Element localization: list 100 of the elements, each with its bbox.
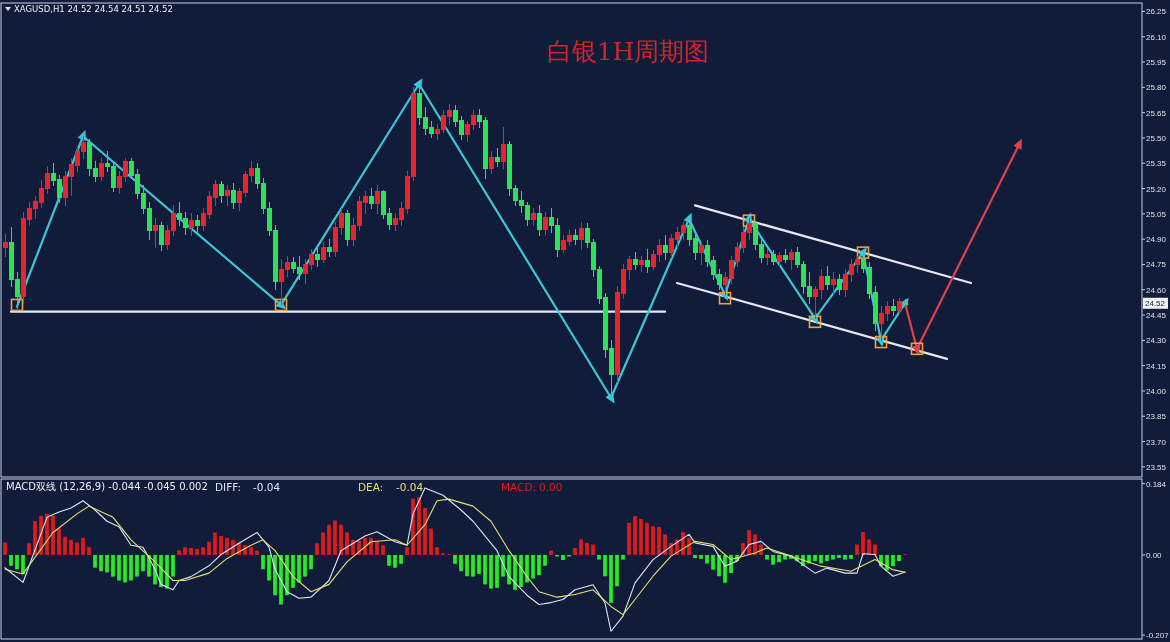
bar [369, 537, 373, 555]
bar [75, 542, 79, 555]
bar [51, 515, 55, 555]
candlestick [632, 251, 639, 271]
candlestick [638, 254, 645, 273]
bar [825, 554, 829, 562]
bar [561, 554, 565, 560]
bar [87, 547, 91, 555]
y-tick-label: 24.75 [1146, 260, 1167, 270]
bar [9, 554, 13, 566]
bar [783, 554, 787, 560]
bar [105, 554, 109, 573]
bar [399, 554, 403, 564]
bar [171, 554, 175, 577]
bar [459, 554, 463, 572]
bar [717, 554, 721, 577]
bar [603, 554, 607, 577]
candlestick [578, 221, 585, 251]
y-tick-label: 24.00 [1146, 386, 1167, 396]
bar [549, 550, 553, 555]
bar [291, 554, 295, 588]
annotation: -0.04 [396, 481, 424, 493]
y-tick-label: 25.50 [1146, 133, 1167, 143]
bar [645, 522, 649, 555]
bar [519, 554, 523, 588]
candlestick [662, 234, 669, 261]
point [10, 298, 24, 312]
bar [873, 544, 877, 555]
bar [699, 554, 703, 559]
bar [123, 554, 127, 583]
candlestick [314, 246, 321, 268]
candlestick [896, 297, 903, 315]
bar [405, 547, 409, 555]
bar [777, 554, 781, 563]
text: MACD: [501, 481, 537, 493]
candlestick [788, 248, 795, 271]
bar [285, 554, 289, 596]
candlestick [764, 248, 771, 266]
y-tick-label: 25.95 [1146, 58, 1167, 68]
bar [891, 554, 895, 567]
candlestick [494, 146, 501, 168]
bar [831, 554, 835, 560]
bar [591, 544, 595, 555]
y-tick-label: 24.30 [1146, 336, 1167, 346]
bar [165, 554, 169, 589]
bar [765, 554, 769, 560]
bar [615, 554, 619, 587]
candlestick [536, 204, 543, 237]
candlestick [326, 237, 333, 258]
bar [483, 554, 487, 585]
bar [345, 532, 349, 555]
bar [183, 547, 187, 555]
bar [429, 528, 433, 555]
y-tick-label: 25.35 [1146, 159, 1167, 169]
bar [633, 516, 637, 555]
bar [333, 520, 337, 555]
bar [651, 526, 655, 555]
bar [135, 554, 139, 577]
candlestick [224, 183, 231, 207]
text: DIFF: [215, 481, 241, 493]
y-tick-label: -0.207 [1146, 631, 1170, 641]
bar [693, 554, 697, 559]
y-tick-label: 24.90 [1146, 235, 1167, 245]
bar [351, 539, 355, 555]
bar [375, 541, 379, 555]
bar [855, 544, 859, 555]
candlestick [500, 126, 507, 170]
bar [837, 554, 841, 559]
y-tick-label: 23.85 [1146, 412, 1167, 422]
annotation: -0.04 [253, 481, 281, 493]
annotation: 24.52 [1145, 299, 1166, 309]
candlestick [572, 227, 579, 246]
bar [711, 554, 715, 570]
y-tick-label: 26.25 [1146, 7, 1167, 17]
bar [129, 554, 133, 581]
bar [189, 547, 193, 555]
candlestick [488, 150, 495, 175]
bar [453, 554, 457, 564]
bar [465, 554, 469, 577]
bar [357, 540, 361, 555]
bar [195, 549, 199, 555]
y-tick-label: 23.70 [1146, 437, 1167, 447]
candlestick [2, 232, 9, 258]
bar [705, 554, 709, 564]
bar [573, 547, 577, 555]
point [683, 212, 692, 224]
bar [177, 550, 181, 555]
candlestick [770, 249, 777, 266]
candlestick [368, 187, 375, 210]
bar [309, 554, 313, 570]
y-tick-label: 25.20 [1146, 184, 1167, 194]
candlestick [830, 271, 837, 295]
annotation: 0.00 [539, 481, 563, 493]
bar [81, 537, 85, 555]
bar [249, 547, 253, 555]
bar [207, 541, 211, 555]
bar [477, 554, 481, 574]
bar [579, 539, 583, 555]
bar [609, 554, 613, 603]
bar [303, 554, 307, 577]
